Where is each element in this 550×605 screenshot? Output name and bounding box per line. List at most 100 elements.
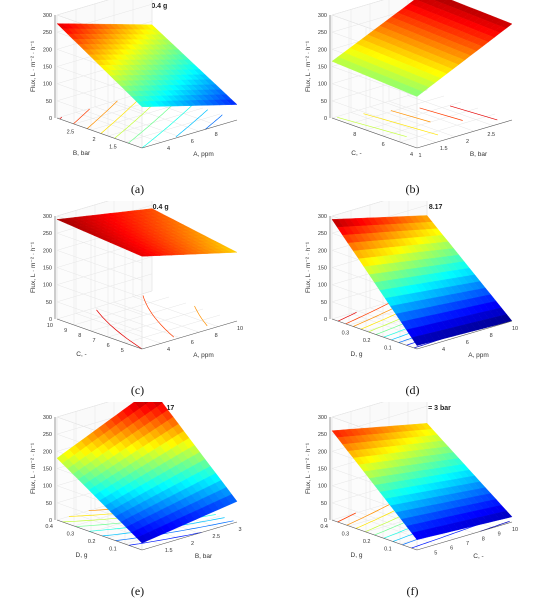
y-tick-label: 8 [353,132,356,138]
contour-line [450,105,498,121]
contour-line [337,512,356,523]
y-tick-label: 7 [92,338,95,344]
y-tick-label: 0.2 [363,539,371,545]
x-tick-label: 4 [442,347,445,353]
x-axis-line [416,119,513,149]
y-tick-label: 2.5 [67,130,75,136]
axes [54,417,238,551]
z-tick-label: 100 [43,484,52,490]
y-tick-label: 0.1 [109,547,117,553]
z-tick-label: 300 [43,13,52,19]
x-axis-line [141,119,238,149]
z-gridline [56,267,143,298]
x-gridline [75,210,162,344]
z-tick-label: 100 [43,82,52,88]
surface-plot-a: C = 8.17, D = 0.4 g 050100150200250300Fl… [0,0,275,201]
z-tick-label: 250 [43,30,52,36]
contour-line [73,108,90,125]
z-tick-label: 100 [318,82,327,88]
contour-line [346,500,396,526]
y-axis-line [56,318,143,350]
x-tick-label: 1.5 [440,146,448,152]
y-tick-label: 2 [92,137,95,143]
x-tick-label: 8 [482,536,485,542]
y-tick-label: 10 [47,323,53,329]
z-tick-label: 300 [318,415,327,421]
z-gridline [56,301,143,333]
x-tick-label: 5 [434,550,437,556]
panel-label: (c) [130,383,145,397]
y-axis-label: D, g [351,351,363,358]
z-gridline [56,250,143,281]
y-tick-label: 0.4 [320,524,328,530]
x-gridline [350,9,437,143]
surface-plot-f: A = 2.03 ppm, B = 3 bar 0501001502002503… [275,402,550,603]
surface-plot-c: B = 3 bar, D = 0.4 g 050100150200250300F… [0,201,275,402]
z-tick-label: 100 [318,484,327,490]
y-axis-line [56,117,143,149]
z-tick-label: 0 [49,317,52,323]
z-tick-label: 100 [318,283,327,289]
contour-line [96,309,143,350]
z-tick-label: 300 [43,214,52,220]
x-tick-label: 10 [512,527,518,533]
z-tick-label: 250 [43,231,52,237]
z-axis-label: Flux, L · m⁻² · h⁻¹ [30,442,37,494]
surface-plot-svg: 0 50 100 150 200 250 300 Flux, L · m⁻² · h⁻¹ 4 6 8… [30,201,243,359]
surface-plot-svg: 0 50 100 150 200 250 300 Flux, L · m⁻² · h⁻¹ 5 6 7… [305,402,518,560]
x-axis-label: A, ppm [193,352,214,359]
x-axis-line [416,521,513,551]
x-tick-label: 1 [418,153,421,159]
z-tick-label: 300 [318,214,327,220]
x-axis-label: A, ppm [193,151,214,158]
surface-plot-e: A = 2.03 ppm, C = 8.17 05010015020025030… [0,402,275,603]
contour-line [142,295,175,338]
z-tick-label: 150 [43,65,52,71]
z-gridline [56,100,143,132]
axes [329,216,513,350]
z-tick-label: 50 [46,501,52,507]
surface-facet [411,531,424,540]
x-axis-line [141,521,238,551]
z-gridline [56,201,109,217]
z-tick-label: 150 [43,266,52,272]
floor-contours [337,105,498,138]
surface-facet [143,402,150,405]
contour-line [194,305,208,327]
z-gridline [56,83,143,114]
x-gridline [75,9,162,143]
z-gridline [331,83,418,114]
y-tick-label: 0.3 [342,331,350,337]
z-tick-label: 0 [49,116,52,122]
x-axis-line [141,320,238,350]
z-tick-label: 50 [46,99,52,105]
z-axis-label: Flux, L · m⁻² · h⁻¹ [30,40,37,92]
z-tick-label: 50 [321,501,327,507]
surface-mesh [56,23,238,108]
z-gridline [56,402,109,418]
z-tick-label: 200 [318,248,327,254]
y-tick-label: 4 [410,152,413,158]
z-tick-label: 150 [318,266,327,272]
axes [54,15,238,149]
z-tick-label: 50 [321,99,327,105]
z-tick-label: 50 [46,300,52,306]
z-tick-label: 300 [43,415,52,421]
y-tick-label: 8 [78,333,81,339]
contour-line [345,301,392,325]
axes [329,417,513,551]
surface-mesh [56,208,238,257]
contour-line [175,109,208,138]
z-tick-label: 150 [318,65,327,71]
z-axis-label: Flux, L · m⁻² · h⁻¹ [305,241,312,293]
x-tick-label: 6 [191,139,194,145]
y-axis-line [56,519,143,551]
y-tick-label: 0.1 [384,346,392,352]
x-tick-label: 9 [498,532,501,538]
surface-mesh [331,423,513,540]
contour-line [128,532,202,546]
surface-plot-d: B = 3 bar, C = 8.17 050100150200250300Fl… [275,201,550,402]
x-tick-label: 8 [490,333,493,339]
z-tick-label: 200 [318,47,327,53]
surface-plot-b: A = 2.03 ppm, D = 0.4 g 0501001502002503… [275,0,550,201]
